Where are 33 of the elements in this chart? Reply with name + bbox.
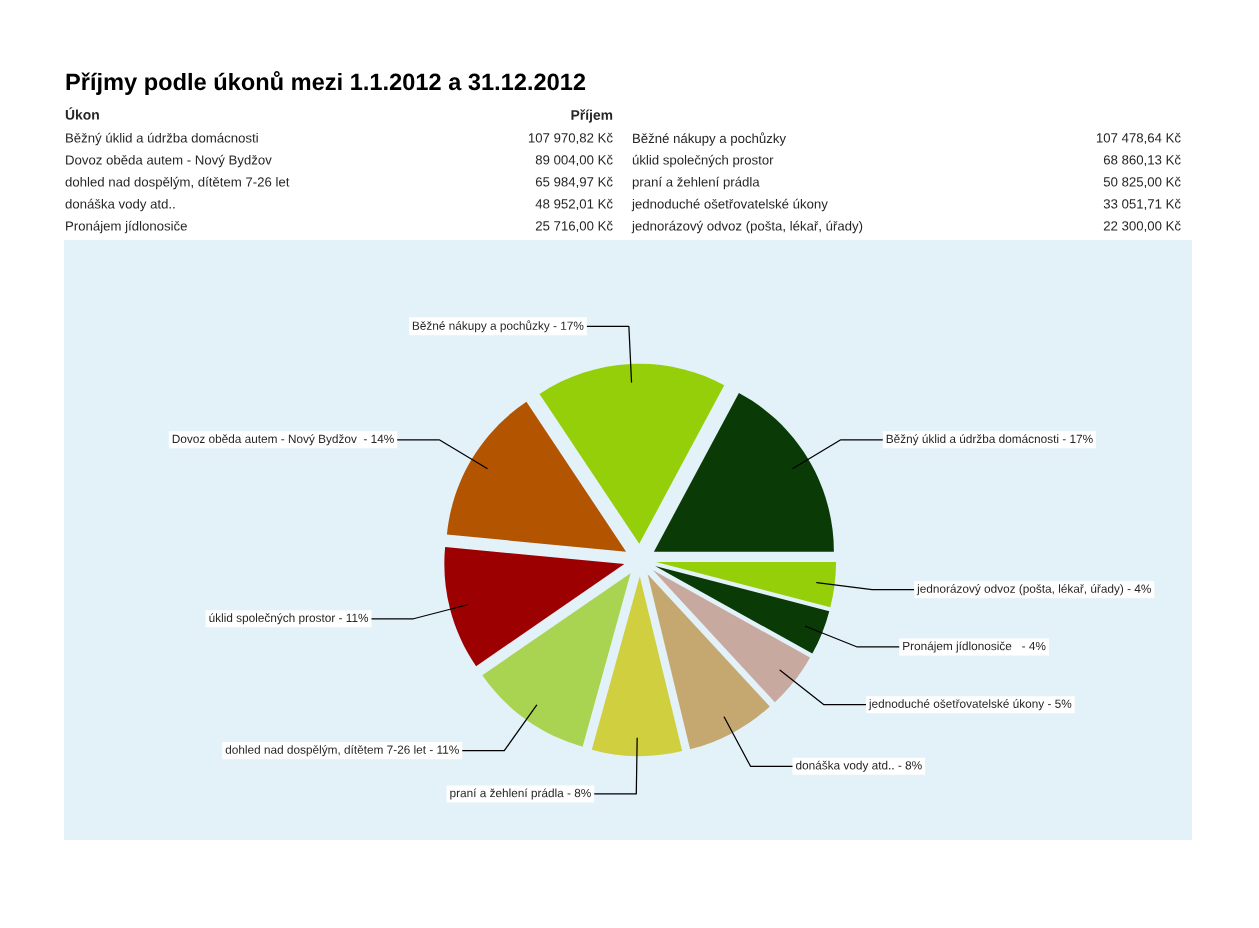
text: Příjem — [571, 109, 613, 123]
text: jednoduché ošetřovatelské úkony — [631, 198, 828, 212]
slice-label: jednoduché ošetřovatelské úkony - 5% — [868, 699, 1072, 711]
slice-label: úklid společných prostor - 11% — [209, 613, 369, 625]
slice-label: praní a žehlení prádla - 8% — [450, 788, 591, 800]
text: Pronájem jídlonosiče — [66, 220, 187, 234]
text: úklid společných prostor — [632, 154, 774, 168]
text: 48 952,01 Kč — [535, 198, 613, 211]
text: 107 970,82 Kč — [528, 132, 613, 145]
slice-label: dohled nad dospělým, dítětem 7-26 let - 11% — [225, 745, 459, 757]
text: 65 984,97 Kč — [535, 176, 613, 189]
text: dohled nad dospělým, dítětem 7-26 let — [65, 176, 290, 190]
text: Dovoz oběda autem - Nový Bydžov — [66, 154, 272, 168]
text: Úkon — [65, 107, 99, 120]
text: 22 300,00 Kč — [1103, 220, 1181, 233]
text: 107 478,64 Kč — [1096, 132, 1181, 145]
text: 68 860,13 Kč — [1103, 154, 1181, 167]
slice-label: Pronájem jídlonosiče - 4% — [903, 641, 1046, 653]
text: Příjmy podle úkonů mezi 1.1.2012 a 31.12.2012 — [66, 71, 586, 95]
slice-label: Běžné nákupy a pochůzky - 17% — [412, 320, 584, 333]
text: 89 004,00 Kč — [535, 154, 613, 167]
slice-label: Běžný úklid a údržba domácnosti - 17% — [886, 434, 1093, 446]
text: 33 051,71 Kč — [1103, 198, 1181, 211]
text: praní a žehlení prádla — [632, 176, 760, 190]
text: 50 825,00 Kč — [1103, 176, 1181, 189]
slice-label: donáška vody atd.. - 8% — [796, 760, 922, 772]
text: 25 716,00 Kč — [535, 220, 613, 233]
text: jednorázový odvoz (pošta, lékař, úřady) — [631, 220, 863, 234]
text: Běžný úklid a údržba domácnosti — [66, 132, 258, 146]
text: donáška vody atd.. — [65, 198, 175, 212]
slice-label: Dovoz oběda autem - Nový Bydžov - 14% — [172, 434, 394, 446]
slice-label: jednorázový odvoz (pošta, lékař, úřady) - 4% — [916, 584, 1151, 596]
text: Běžné nákupy a pochůzky — [633, 132, 787, 146]
